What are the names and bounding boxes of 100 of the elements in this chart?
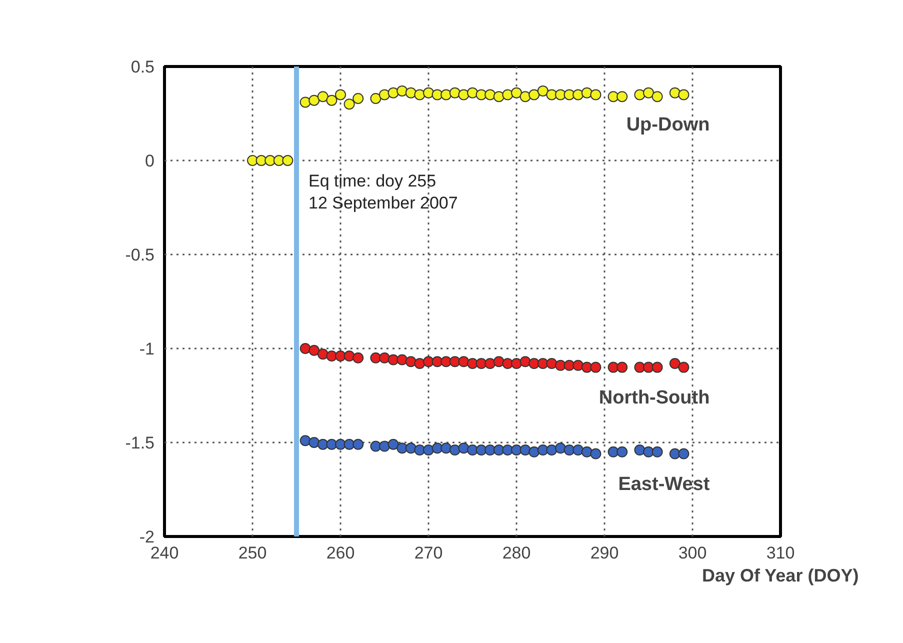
- point: [449, 444, 460, 456]
- point: [484, 444, 496, 456]
- point: [643, 362, 654, 373]
- point: [493, 91, 504, 102]
- point: [308, 94, 320, 106]
- x-tick-label: 240: [150, 544, 179, 562]
- point: [396, 442, 408, 454]
- point: [326, 438, 338, 450]
- series-label: East-West: [618, 474, 710, 495]
- point: [335, 438, 346, 450]
- point: [520, 356, 531, 368]
- point: [405, 356, 416, 368]
- point: [335, 350, 346, 362]
- point: [405, 442, 416, 454]
- point: [317, 438, 328, 450]
- point: [308, 344, 320, 356]
- point: [572, 444, 584, 456]
- point: [326, 94, 338, 106]
- point: [537, 444, 548, 456]
- point: [414, 89, 426, 100]
- point: [634, 89, 646, 100]
- point: [317, 348, 328, 360]
- point: [581, 87, 592, 98]
- series-label: Up-Down: [626, 114, 710, 136]
- point: [555, 442, 566, 454]
- point: [423, 444, 434, 456]
- x-tick-label: 250: [238, 544, 267, 562]
- point: [317, 91, 328, 102]
- point: [528, 89, 540, 100]
- point: [511, 444, 522, 456]
- point: [335, 89, 346, 100]
- point: [537, 358, 548, 370]
- point: [458, 89, 470, 100]
- point: [634, 444, 646, 456]
- point: [511, 87, 522, 98]
- point: [546, 89, 558, 100]
- point: [590, 448, 602, 460]
- point: [388, 438, 399, 450]
- point: [344, 438, 355, 450]
- point: [643, 87, 654, 98]
- y-tick-label: 0.5: [130, 58, 155, 76]
- point: [300, 343, 311, 354]
- point: [440, 356, 452, 368]
- series-label: North-South: [598, 387, 710, 408]
- point: [572, 89, 584, 100]
- point: [652, 446, 663, 458]
- point: [546, 358, 558, 370]
- point: [678, 362, 690, 373]
- point: [616, 362, 628, 373]
- point: [652, 91, 663, 102]
- point: [643, 446, 654, 458]
- point: [467, 444, 478, 456]
- point: [678, 448, 690, 460]
- x-tick-label: 290: [590, 544, 619, 562]
- point: [379, 352, 390, 364]
- x-tick-label: 300: [678, 544, 707, 562]
- y-tick-label: -0.5: [125, 246, 155, 264]
- point: [440, 89, 452, 100]
- point: [308, 437, 320, 448]
- point: [379, 440, 390, 452]
- point: [414, 358, 426, 370]
- point: [432, 442, 443, 454]
- point: [493, 444, 504, 456]
- point: [370, 352, 382, 364]
- y-tick-label: -1: [139, 340, 155, 358]
- point: [520, 91, 531, 102]
- point: [467, 87, 478, 98]
- point: [678, 89, 690, 100]
- point: [537, 85, 548, 96]
- point: [458, 356, 470, 368]
- point: [300, 435, 311, 446]
- point: [669, 358, 680, 370]
- point: [546, 444, 558, 456]
- point: [616, 91, 628, 102]
- x-tick-label: 260: [326, 544, 355, 562]
- point: [352, 438, 364, 450]
- point: [282, 155, 294, 166]
- point: [502, 89, 514, 100]
- point: [528, 358, 540, 370]
- point: [511, 358, 522, 370]
- point: [440, 442, 452, 454]
- point: [352, 92, 364, 104]
- point: [449, 356, 460, 368]
- point: [405, 87, 416, 98]
- y-tick-label: -2: [139, 528, 155, 546]
- point: [423, 356, 434, 368]
- ref-line-label: Eq time: doy 255 12 September 2007: [308, 172, 458, 212]
- point: [379, 89, 390, 100]
- point: [247, 155, 258, 166]
- point: [388, 87, 399, 98]
- point: [344, 350, 355, 362]
- point: [652, 362, 663, 373]
- point: [423, 87, 434, 98]
- point: [581, 362, 592, 373]
- point: [590, 362, 602, 373]
- point: [616, 446, 628, 458]
- point: [669, 87, 680, 98]
- point: [414, 444, 426, 456]
- x-tick-label: 270: [414, 544, 443, 562]
- point: [564, 360, 575, 371]
